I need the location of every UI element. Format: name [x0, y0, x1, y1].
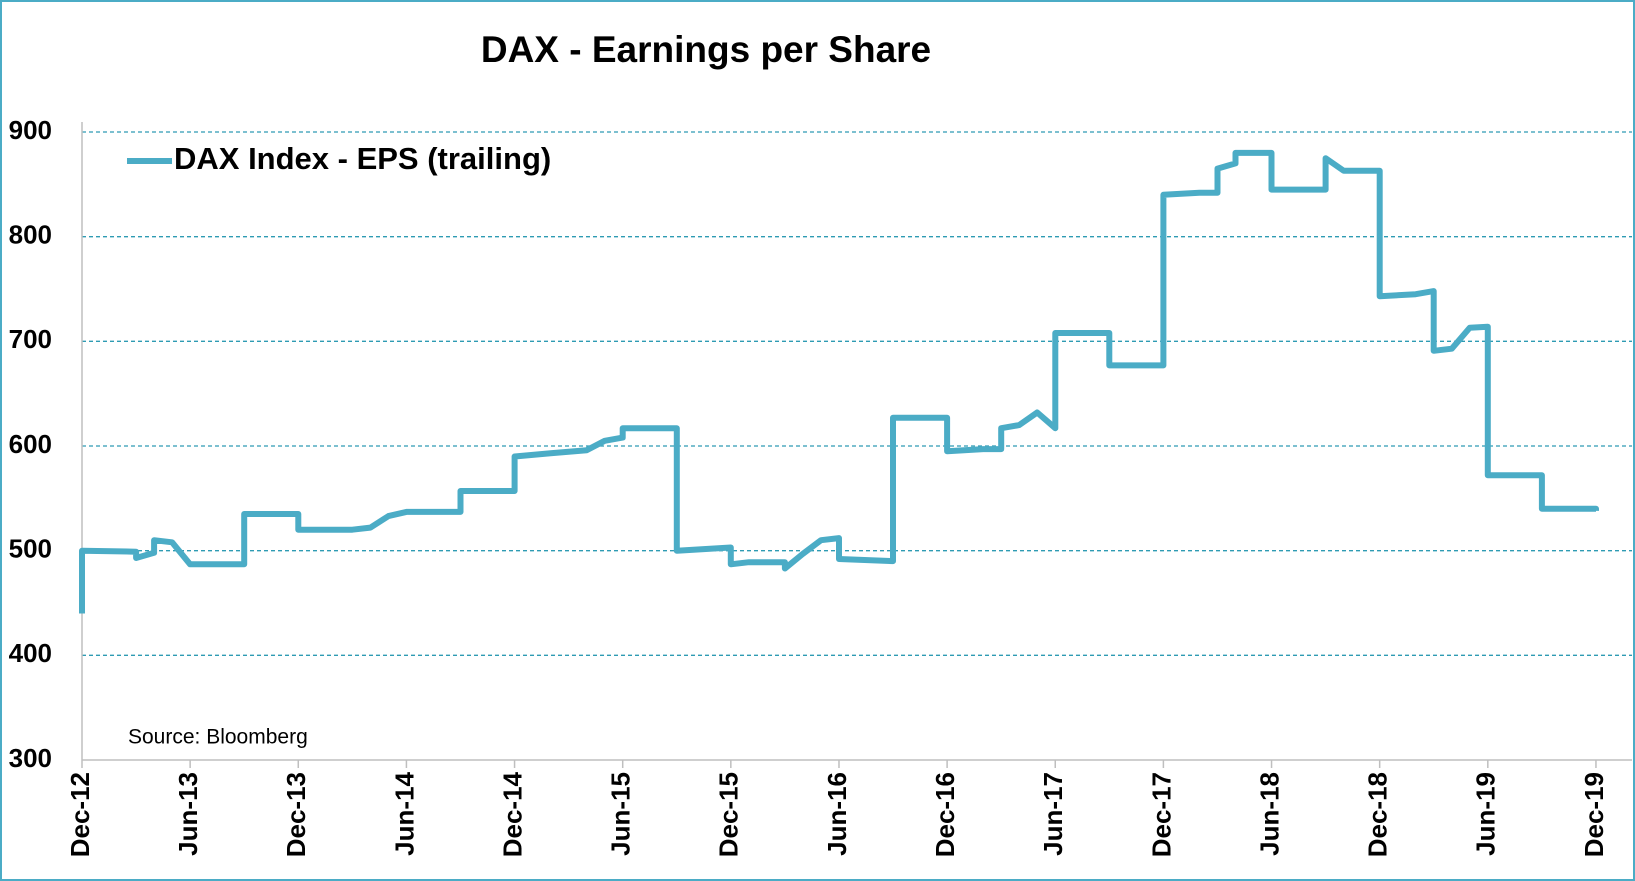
y-tick-label: 300: [9, 743, 52, 773]
x-tick-label: Jun-16: [822, 772, 852, 856]
x-tick-label: Dec-16: [930, 772, 960, 857]
x-tick-label: Jun-15: [606, 772, 636, 856]
source-note: Source: Bloomberg: [128, 726, 308, 749]
x-tick-label: Jun-14: [389, 771, 419, 855]
x-tick-label: Dec-19: [1579, 772, 1609, 857]
x-tick-label: Jun-19: [1471, 772, 1501, 856]
y-tick-label: 700: [9, 324, 52, 354]
legend-label: DAX Index - EPS (trailing): [174, 141, 551, 176]
y-tick-label: 600: [9, 429, 52, 459]
x-tick-label: Dec-14: [497, 771, 527, 857]
data-line: [79, 149, 1599, 614]
x-tick-label: Dec-17: [1146, 772, 1176, 857]
y-tick-label: 400: [9, 638, 52, 668]
x-tick-label: Dec-15: [714, 772, 744, 857]
chart-title: DAX - Earnings per Share: [481, 29, 931, 70]
y-tick-label: 500: [9, 534, 52, 564]
x-tick-label: Jun-13: [173, 772, 203, 856]
x-tick-label: Dec-12: [65, 772, 95, 857]
x-tick-label: Dec-13: [281, 772, 311, 857]
x-tick-label: Dec-18: [1363, 772, 1393, 857]
y-tick-label: 800: [9, 220, 52, 250]
x-tick-label: Jun-17: [1038, 772, 1068, 856]
y-tick-label: 900: [9, 115, 52, 145]
x-tick-label: Jun-18: [1254, 772, 1284, 856]
